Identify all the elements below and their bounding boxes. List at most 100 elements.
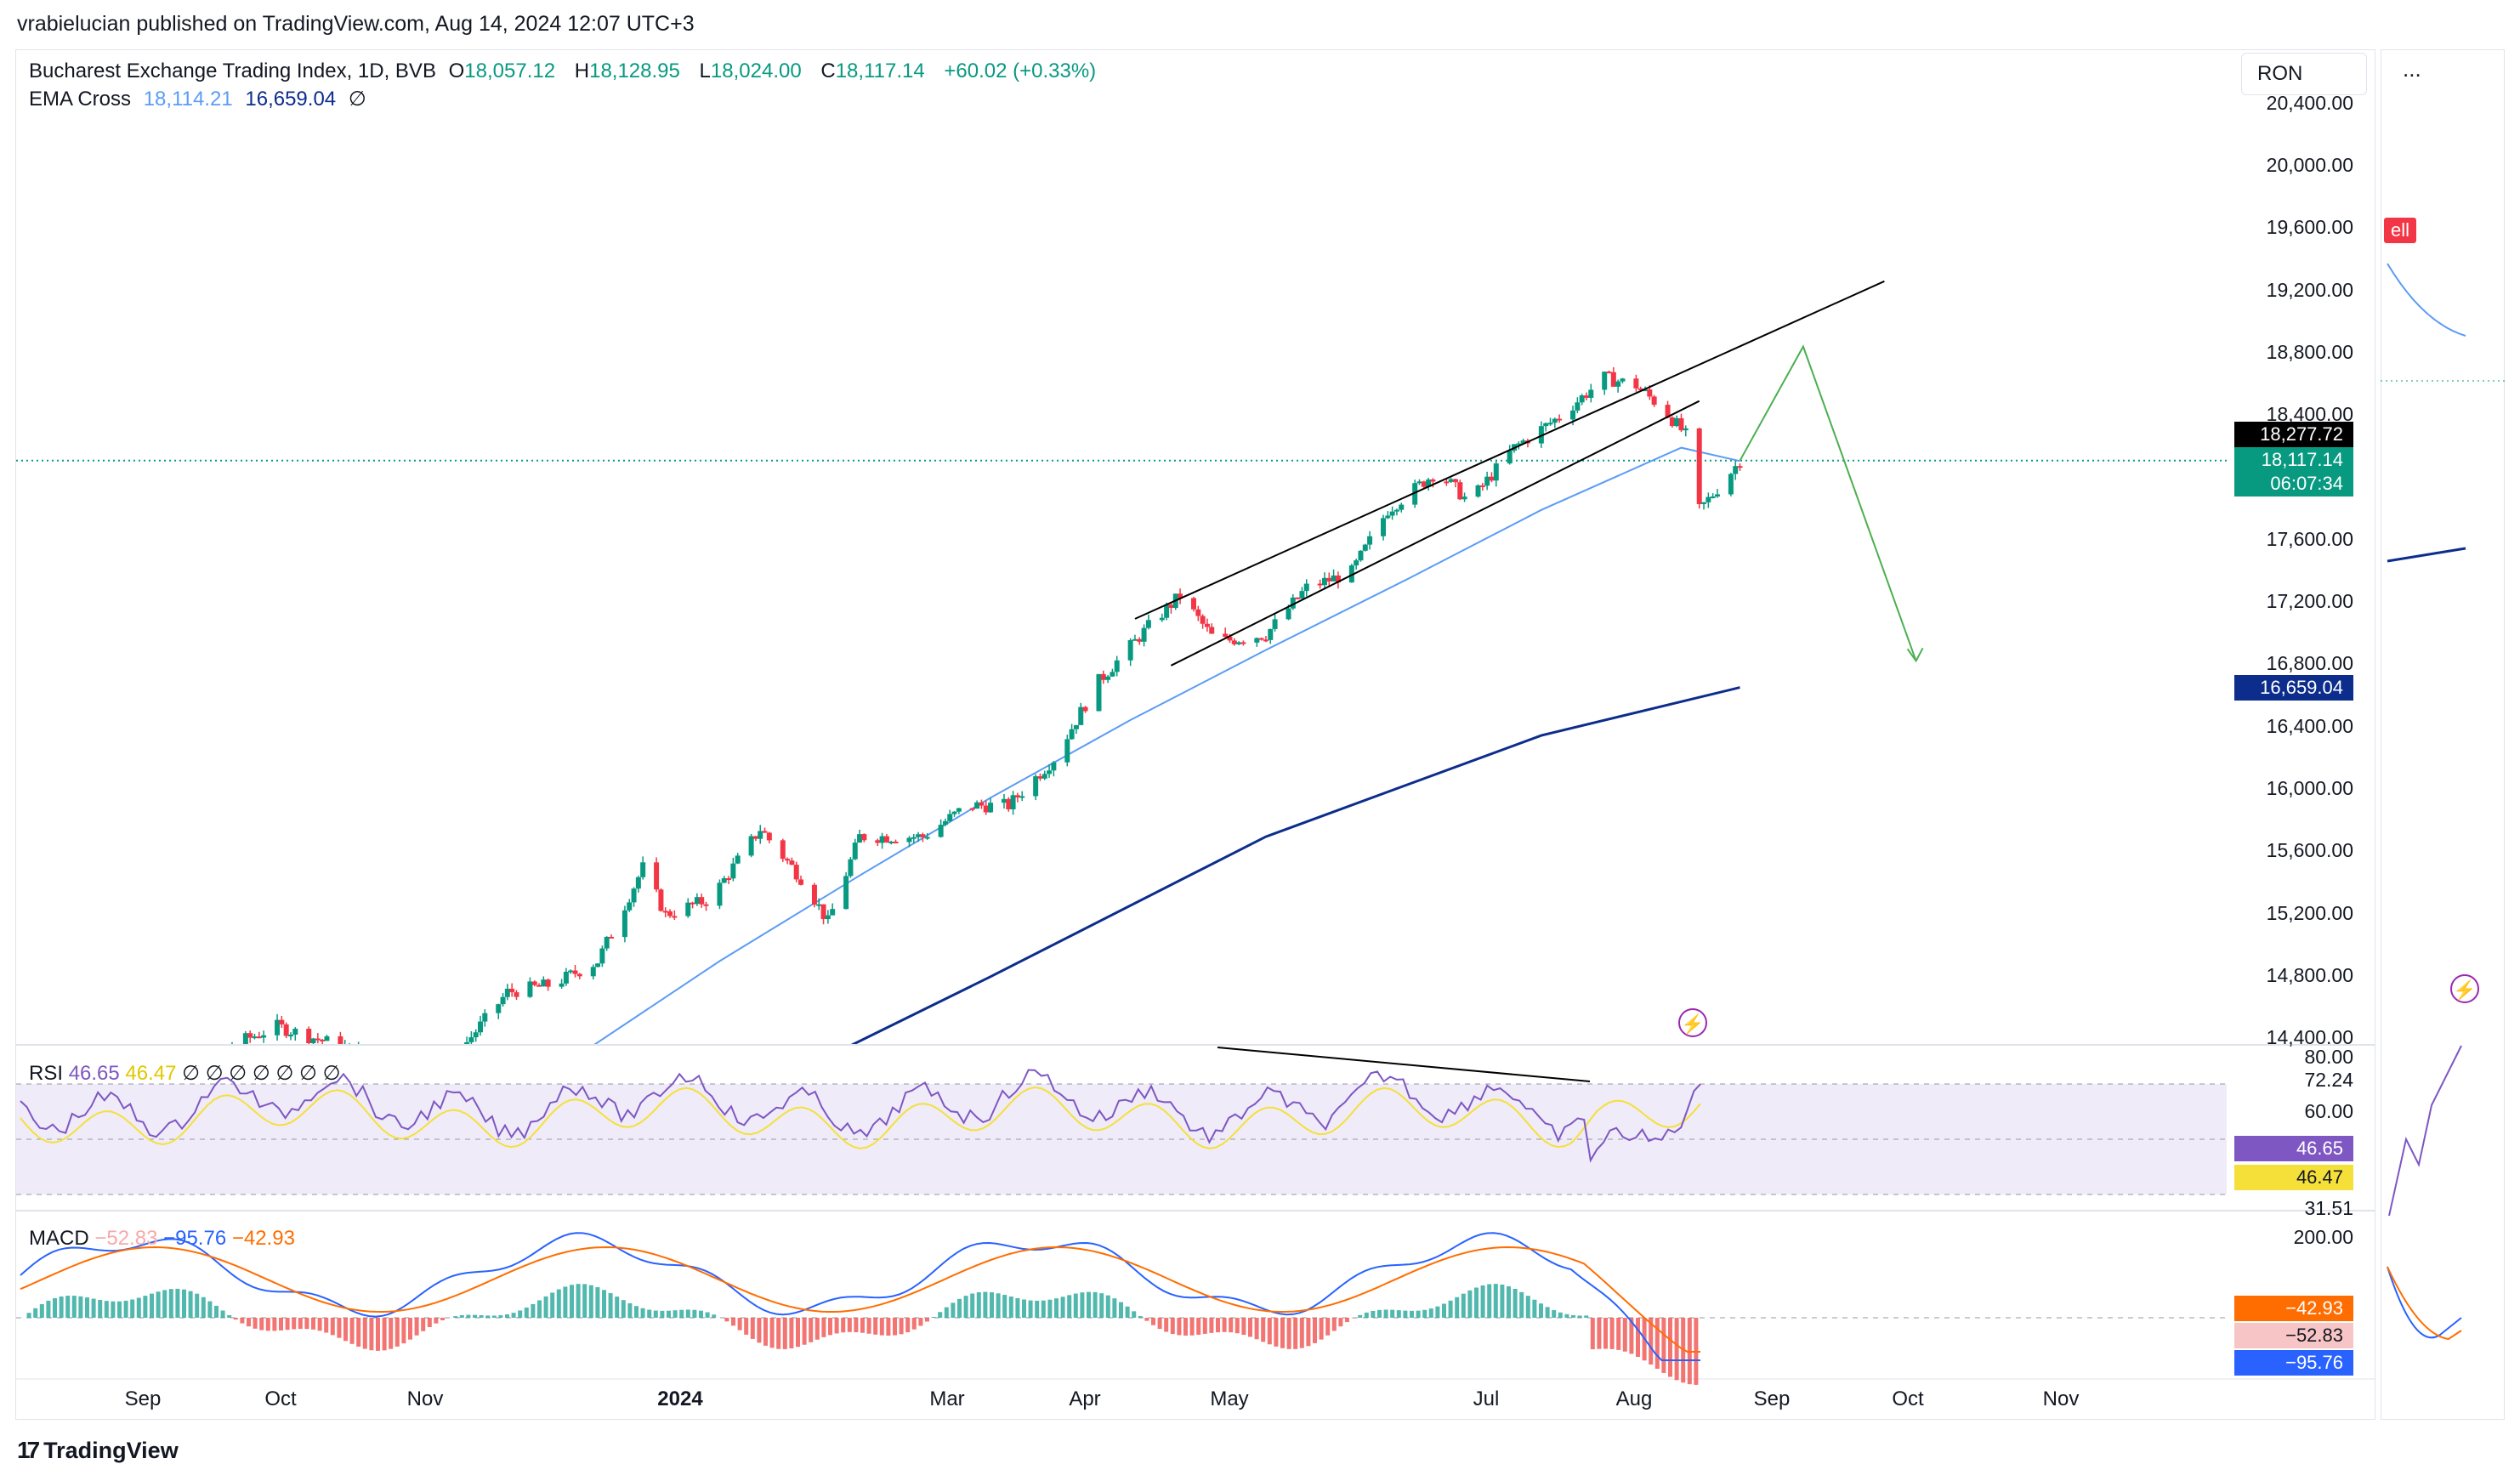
macd-histogram-bar xyxy=(1442,1303,1446,1318)
candle-body xyxy=(230,1047,235,1048)
candle-body xyxy=(969,808,975,810)
candle-body xyxy=(536,984,542,987)
price-tick: 14,800.00 xyxy=(2266,964,2353,986)
macd-histogram-bar xyxy=(150,1293,154,1318)
time-tick: Sep xyxy=(124,1387,162,1410)
macd-histogram-bar xyxy=(828,1318,832,1336)
ema-legend[interactable]: EMA Cross 18,114.21 16,659.04 ∅ xyxy=(29,87,373,111)
price-tick: 18,800.00 xyxy=(2266,341,2353,363)
macd-histogram-bar xyxy=(667,1310,671,1318)
candle-body xyxy=(1733,466,1739,474)
macd-histogram-bar xyxy=(796,1318,800,1348)
price-tick: 17,200.00 xyxy=(2266,590,2353,612)
macd-histogram-bar xyxy=(1507,1285,1511,1318)
macd-histogram-bar xyxy=(1661,1318,1666,1373)
macd-histogram-bar xyxy=(240,1318,245,1324)
macd-histogram-bar xyxy=(1564,1314,1569,1318)
candle-body xyxy=(531,981,537,985)
macd-histogram-bar xyxy=(866,1318,871,1334)
macd-histogram-bar xyxy=(685,1309,690,1318)
candle-body xyxy=(988,803,994,813)
macd-histogram-bar xyxy=(1410,1310,1414,1318)
macd-histogram-bar xyxy=(1002,1295,1007,1318)
candle-body xyxy=(1683,428,1689,431)
macd-histogram-bar xyxy=(699,1310,703,1318)
candle-body xyxy=(1195,609,1201,616)
candle-body xyxy=(261,1035,267,1038)
candle-body xyxy=(559,983,565,987)
candle-body xyxy=(500,996,506,1005)
macd-histogram-bar xyxy=(705,1312,710,1318)
time-tick: Mar xyxy=(929,1387,965,1410)
candle-body xyxy=(306,1029,312,1044)
macd-histogram-bar xyxy=(1248,1318,1252,1337)
macd-histogram-bar xyxy=(905,1318,911,1333)
candle-body xyxy=(527,981,533,997)
macd-legend[interactable]: MACD −52.83 −95.76 −42.93 xyxy=(29,1227,295,1251)
macd-histogram-bar xyxy=(653,1310,658,1318)
macd-histogram-bar xyxy=(1041,1300,1046,1318)
macd-histogram-bar xyxy=(1487,1284,1492,1318)
symbol-name[interactable]: Bucharest Exchange Trading Index, 1D, BV… xyxy=(29,60,436,82)
macd-histogram-bar xyxy=(1428,1308,1433,1318)
macd-histogram-bar xyxy=(401,1318,406,1344)
macd-line-value: −95.76 xyxy=(163,1227,227,1250)
candle-body xyxy=(893,841,899,843)
tradingview-logo[interactable]: 17 TradingView xyxy=(17,1437,179,1464)
macd-histogram-bar xyxy=(207,1301,213,1318)
macd-histogram-bar xyxy=(91,1298,96,1318)
candle-body xyxy=(1001,798,1007,803)
candle-body xyxy=(974,802,980,809)
macd-histogram-bar xyxy=(1474,1287,1479,1318)
candle-body xyxy=(442,1071,447,1073)
macd-histogram-bar xyxy=(1177,1318,1182,1336)
price-pane[interactable] xyxy=(16,280,2227,1101)
candle-body xyxy=(1286,608,1291,620)
candle-body xyxy=(1141,627,1147,642)
macd-histogram-bar xyxy=(324,1318,329,1333)
candle-body xyxy=(1448,479,1454,482)
rsi-legend[interactable]: RSI 46.65 46.47 ∅ ∅ ∅ ∅ ∅ ∅ ∅ xyxy=(29,1061,341,1086)
macd-histogram-bar xyxy=(1022,1299,1026,1318)
macd-histogram-bar xyxy=(1584,1315,1589,1318)
macd-histogram-bar xyxy=(1093,1291,1098,1318)
macd-histogram-bar xyxy=(201,1297,206,1318)
macd-histogram-bar xyxy=(570,1285,574,1318)
main-chart-frame[interactable] xyxy=(15,49,2375,1420)
bar-countdown-label: 06:07:34 xyxy=(2234,471,2353,497)
rsi-ma-value: 46.47 xyxy=(125,1062,177,1085)
candle-body xyxy=(184,1052,190,1057)
candle-body xyxy=(437,1072,442,1075)
macd-histogram-bar xyxy=(976,1292,981,1318)
macd-histogram-bar xyxy=(854,1318,859,1332)
macd-histogram-bar xyxy=(111,1301,116,1318)
candle-body xyxy=(942,820,948,826)
macd-histogram-bar xyxy=(85,1297,89,1318)
time-tick: Aug xyxy=(1615,1387,1653,1410)
rsi-ma-tag: 46.47 xyxy=(2234,1165,2353,1190)
more-options-button[interactable]: ... xyxy=(2403,56,2421,82)
macd-histogram-bar xyxy=(1674,1318,1679,1381)
flash-icon-side[interactable]: ⚡ xyxy=(2450,974,2479,1003)
candle-body xyxy=(1326,577,1332,582)
macd-histogram-bar xyxy=(175,1288,180,1318)
rsi-settings-icons[interactable]: ∅ ∅ ∅ ∅ ∅ ∅ ∅ xyxy=(182,1062,341,1085)
candle-body xyxy=(640,862,646,877)
channel-upper-line xyxy=(1134,280,1885,620)
high-value: 18,128.95 xyxy=(589,60,680,82)
macd-histogram-bar xyxy=(98,1300,103,1318)
ema-visibility-icon[interactable]: ∅ xyxy=(348,88,366,111)
macd-histogram-bar xyxy=(1157,1318,1162,1330)
macd-histogram-bar xyxy=(511,1313,516,1318)
candle-body xyxy=(1416,481,1422,484)
side-chart-frame[interactable] xyxy=(2381,49,2505,1420)
macd-histogram-bar xyxy=(1629,1318,1634,1354)
macd-histogram-bar xyxy=(1183,1318,1188,1336)
candle-body xyxy=(830,909,836,916)
flash-icon[interactable]: ⚡ xyxy=(1678,1008,1707,1037)
macd-signal-line xyxy=(20,1246,1700,1353)
candle-body xyxy=(1010,795,1016,809)
currency-button[interactable]: RON xyxy=(2241,53,2367,95)
macd-histogram-bar xyxy=(143,1296,148,1318)
